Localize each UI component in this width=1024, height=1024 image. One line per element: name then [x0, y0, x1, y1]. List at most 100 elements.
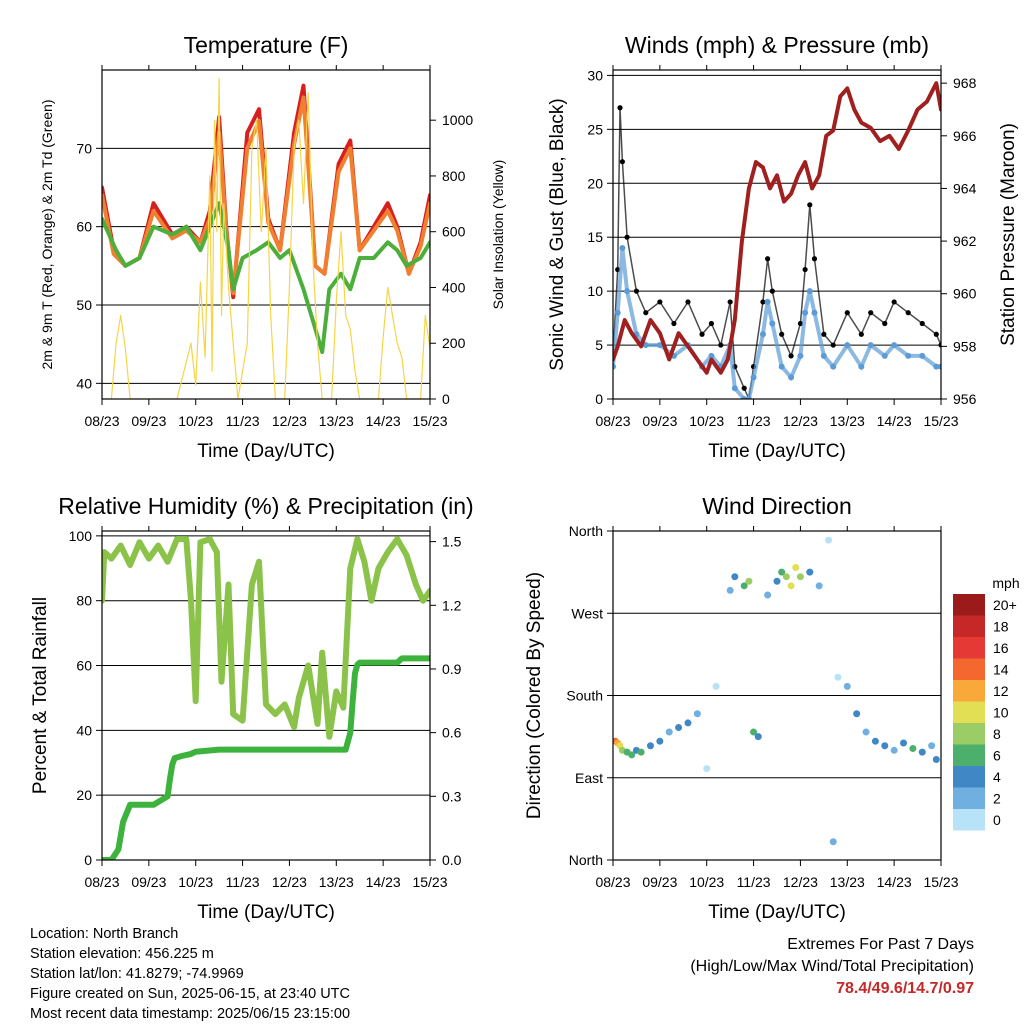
- direction-point: [787, 582, 795, 590]
- x-tick-label: 09/23: [642, 874, 677, 890]
- y2-tick-label: 400: [442, 279, 466, 295]
- legend-label: 12: [993, 683, 1009, 699]
- y-tick-label: North: [569, 852, 603, 868]
- series-wind: [613, 244, 941, 399]
- legend-swatch: [953, 658, 985, 680]
- x-axis-label: Time (Day/UTC): [708, 902, 846, 923]
- series-wind-line: [613, 247, 941, 399]
- x-tick-label: 14/23: [366, 874, 401, 890]
- legend-label: 4: [993, 769, 1001, 785]
- x-tick-label: 12/23: [783, 874, 818, 890]
- latlon-text: Station lat/lon: 41.8279; -74.9969: [30, 966, 244, 982]
- direction-point: [928, 742, 936, 750]
- series-td2m: [102, 201, 430, 354]
- series-gust: [613, 105, 941, 399]
- y-tick-label: East: [575, 770, 603, 786]
- direction-point: [834, 673, 842, 681]
- legend-label: 10: [993, 705, 1009, 721]
- direction-point: [806, 568, 814, 576]
- legend-swatch: [953, 744, 985, 766]
- y2-tick-label: 0.3: [442, 788, 462, 804]
- x-axis-label: Time (Day/UTC): [708, 441, 846, 462]
- x-tick-label: 11/23: [737, 874, 771, 890]
- y-tick-label: 70: [76, 140, 92, 156]
- legend-swatch: [953, 701, 985, 723]
- created-text: Figure created on Sun, 2025-06-15, at 23…: [30, 986, 350, 1002]
- y-tick-label: North: [569, 523, 603, 539]
- legend-swatch: [953, 787, 985, 809]
- x-tick-label: 09/23: [642, 413, 677, 429]
- x-tick-label: 12/23: [783, 413, 818, 429]
- plot-frame: [101, 69, 431, 400]
- extremes-title: Extremes For Past 7 Days: [787, 936, 974, 953]
- direction-point: [782, 573, 790, 581]
- direction-point: [890, 746, 898, 754]
- y-tick-label: 10: [587, 283, 603, 299]
- y2-tick-label: 964: [953, 180, 977, 196]
- y-tick-label: 80: [76, 593, 92, 609]
- y2-axis-label: Solar Insolation (Yellow): [490, 160, 506, 310]
- legend-swatch: [953, 594, 985, 616]
- y-tick-label: 15: [587, 229, 603, 245]
- x-axis-label: Time (Day/UTC): [197, 441, 335, 462]
- legend-swatch: [953, 809, 985, 831]
- chart-title: Winds (mph) & Pressure (mb): [625, 32, 929, 58]
- series-pressure: [613, 81, 941, 375]
- x-tick-label: 09/23: [131, 413, 166, 429]
- y-tick-label: 60: [76, 658, 92, 674]
- direction-point: [665, 728, 673, 736]
- direction-point: [731, 573, 739, 581]
- x-axis-label: Time (Day/UTC): [197, 902, 335, 923]
- plot-frame: [612, 69, 942, 400]
- y-tick-label: West: [571, 605, 603, 621]
- plot-area: [613, 536, 940, 846]
- y2-tick-label: 956: [953, 391, 977, 407]
- x-tick-label: 14/23: [366, 413, 401, 429]
- y-axis-label: Direction (Colored By Speed): [524, 572, 545, 819]
- chart-title: Temperature (F): [184, 32, 349, 58]
- chart-2: Relative Humidity (%) & Precipitation (i…: [30, 493, 474, 923]
- x-tick-label: 10/23: [689, 874, 724, 890]
- recent-text: Most recent data timestamp: 2025/06/15 2…: [30, 1006, 351, 1022]
- point: [617, 105, 623, 111]
- legend-label: 6: [993, 748, 1001, 764]
- x-tick-label: 13/23: [319, 413, 354, 429]
- speed-legend: mph 20+ 18 16 14 12 10 8 6 4 2 0: [953, 575, 1020, 831]
- station-info: Location: North Branch Station elevation…: [30, 924, 350, 1024]
- direction-point: [675, 723, 683, 731]
- y-tick-label: 5: [595, 337, 603, 353]
- direction-point: [693, 710, 701, 718]
- elevation-text: Station elevation: 456.225 m: [30, 946, 214, 962]
- legend-label: 14: [993, 662, 1009, 678]
- y2-tick-label: 1.2: [442, 597, 462, 613]
- x-tick-label: 09/23: [131, 874, 166, 890]
- y2-tick-label: 0: [442, 391, 450, 407]
- direction-point: [712, 682, 720, 690]
- y2-tick-label: 600: [442, 224, 466, 240]
- extremes-subtitle: (High/Low/Max Wind/Total Precipitation): [690, 958, 974, 975]
- direction-point: [726, 586, 734, 594]
- legend-label: 2: [993, 791, 1001, 807]
- direction-point: [656, 737, 664, 745]
- extremes-values: 78.4/49.6/14.7/0.97: [836, 980, 974, 997]
- x-tick-label: 15/23: [923, 874, 958, 890]
- y2-tick-label: 958: [953, 338, 977, 354]
- direction-point: [703, 765, 711, 773]
- location-text: Location: North Branch: [30, 926, 179, 942]
- y-tick-label: 20: [587, 175, 603, 191]
- chart-3: Wind Direction Time (Day/UTC) Direction (C…: [524, 493, 1020, 923]
- series-rh: [102, 536, 430, 740]
- legend-label: 16: [993, 640, 1009, 656]
- x-tick-label: 08/23: [84, 874, 119, 890]
- y-axis-label: Sonic Wind & Gust (Blue, Black): [547, 98, 568, 370]
- y-tick-label: South: [566, 688, 603, 704]
- y2-tick-label: 1000: [442, 112, 473, 128]
- x-tick-label: 14/23: [877, 874, 912, 890]
- x-tick-label: 15/23: [412, 413, 447, 429]
- y-tick-label: 40: [76, 722, 92, 738]
- series-rain: [102, 655, 430, 860]
- y-tick-label: 100: [69, 528, 93, 544]
- direction-point: [684, 719, 692, 727]
- legend-swatch: [953, 766, 985, 788]
- x-tick-label: 15/23: [923, 413, 958, 429]
